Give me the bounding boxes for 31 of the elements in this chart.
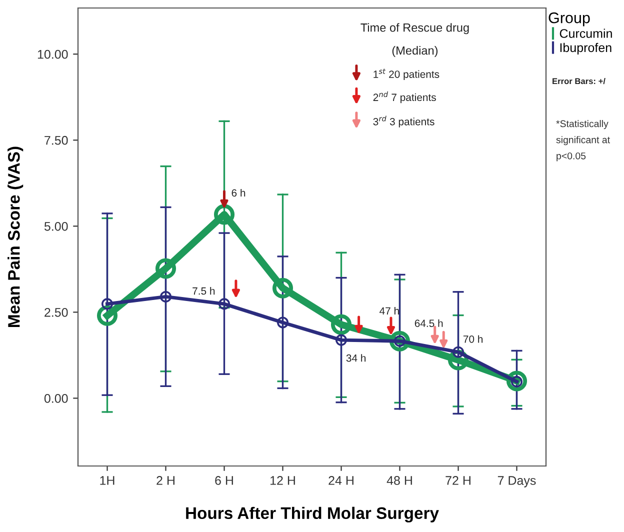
x-axis-title: Hours After Third Molar Surgery xyxy=(186,506,439,522)
annotation: 1$^{st}$ 20 patients xyxy=(374,68,440,80)
x-tick-label: 24 H xyxy=(328,476,354,485)
x-tick-label: 6 H xyxy=(215,476,233,485)
annotation: 47 h xyxy=(380,306,399,315)
y-tick-label: 10.00 xyxy=(38,50,68,59)
x-tick-label: 12 H xyxy=(270,476,295,485)
annotation: Time of Rescue drug xyxy=(360,23,469,34)
annotation: (Median) xyxy=(392,46,438,58)
y-tick-label: 5.00 xyxy=(44,222,68,231)
x-tick-label: 7 Days xyxy=(498,476,536,488)
y-tick-label: 7.50 xyxy=(44,136,68,145)
legend-label: Ibuprofen xyxy=(560,42,612,55)
legend-label: Curcumin xyxy=(560,28,612,38)
text: *Statistically significant at p<0.05 xyxy=(556,120,610,162)
text: Error Bars: +/ xyxy=(552,78,606,84)
x-tick-label: 48 H xyxy=(386,476,412,485)
y-axis-title: Mean Pain Score (VAS) xyxy=(8,146,24,327)
x-tick-label: 1H xyxy=(100,476,114,485)
legend-title: Group xyxy=(548,12,590,26)
y-tick-label: 0.00 xyxy=(44,394,68,403)
annotation: 34 h xyxy=(346,354,366,362)
annotation: 64.5 h xyxy=(414,319,443,328)
y-tick-label: 2.50 xyxy=(44,308,68,317)
annotation: 3$^{rd}$ 3 patients xyxy=(373,116,434,128)
x-tick-label: 72 H xyxy=(446,476,470,485)
x-tick-label: 2 H xyxy=(156,476,174,485)
annotation: 7.5 h xyxy=(192,287,215,295)
annotation: 2$^{nd}$ 7 patients xyxy=(373,91,436,104)
annotation: 70 h xyxy=(463,335,483,343)
annotation: 6 h xyxy=(232,188,246,197)
